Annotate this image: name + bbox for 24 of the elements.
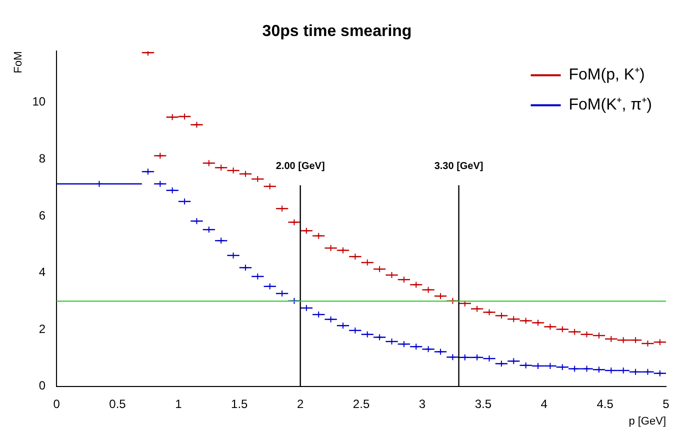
chart-title: 30ps time smearing bbox=[262, 23, 412, 40]
x-tick-label: 2.5 bbox=[352, 396, 370, 411]
x-tick-label: 0.5 bbox=[109, 396, 126, 411]
y-tick-label: 0 bbox=[38, 378, 46, 393]
x-tick-label: 0 bbox=[53, 396, 60, 411]
x-tick-label: 5 bbox=[662, 396, 670, 411]
x-tick-label: 4.5 bbox=[596, 396, 614, 411]
y-tick-label: 10 bbox=[32, 94, 46, 109]
y-tick-label: 8 bbox=[38, 151, 46, 166]
y-tick-label: 4 bbox=[38, 265, 46, 280]
x-tick-label: 3 bbox=[418, 396, 426, 411]
x-tick-label: 1 bbox=[175, 396, 182, 411]
x-tick-label: 1.5 bbox=[231, 396, 248, 411]
legend-label: FoM(K⁺, π⁺) bbox=[568, 96, 652, 114]
x-tick-label: 3.5 bbox=[474, 396, 492, 411]
y-tick-label: 6 bbox=[38, 208, 46, 222]
legend-label: FoM(p, K⁺) bbox=[568, 66, 645, 84]
x-axis-title: p [GeV] bbox=[628, 415, 666, 428]
x-tick-label: 4 bbox=[540, 396, 548, 411]
y-tick-label: 2 bbox=[38, 322, 46, 336]
x-tick-label: 2 bbox=[296, 396, 304, 411]
y-axis-title: FoM bbox=[12, 51, 25, 74]
ref-line-label: 2.00 [GeV] bbox=[276, 161, 325, 172]
ref-line-label: 3.30 [GeV] bbox=[434, 161, 484, 172]
